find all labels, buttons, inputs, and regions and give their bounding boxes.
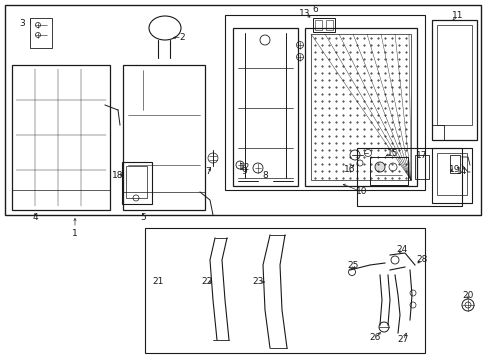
Bar [414,155,428,179]
Text: 10: 10 [356,188,367,197]
Text: 16: 16 [344,166,355,175]
Text: 22: 22 [201,278,212,287]
Bar [5,5,480,215]
Bar [325,20,332,30]
Text: 8: 8 [262,171,267,180]
Text: 1: 1 [72,229,78,238]
Bar [449,155,459,173]
Text: 15: 15 [386,148,398,158]
Bar [30,18,52,48]
Bar [12,65,110,210]
Circle shape [374,162,384,172]
Text: 11: 11 [451,12,463,21]
Text: 26: 26 [368,333,380,342]
Bar [122,162,152,204]
Bar [224,15,424,190]
Text: 27: 27 [397,336,408,345]
Bar [436,153,466,195]
Text: 19: 19 [448,166,460,175]
Bar [436,25,471,125]
Text: 6: 6 [311,5,317,14]
Bar [312,18,334,32]
Bar [310,34,410,180]
Bar [123,65,204,210]
Bar [145,228,424,353]
Bar [431,148,471,203]
Text: 20: 20 [461,291,473,300]
Text: 17: 17 [415,150,427,159]
Text: 21: 21 [152,278,163,287]
Text: 14: 14 [455,167,467,176]
Bar [305,28,416,186]
Text: 9: 9 [241,167,246,176]
Text: 5: 5 [140,213,145,222]
Bar [314,20,321,30]
Text: 18: 18 [112,171,123,180]
Bar [356,148,461,206]
Text: 23: 23 [252,278,263,287]
Bar [431,20,476,140]
Text: 2: 2 [179,32,184,41]
Text: 25: 25 [346,261,358,270]
Text: 12: 12 [239,163,250,172]
Bar [126,166,147,198]
Bar [232,28,297,186]
Text: 28: 28 [415,256,427,265]
Text: 7: 7 [204,167,210,176]
Bar [369,157,407,185]
Text: 3: 3 [19,19,25,28]
Text: 24: 24 [396,246,407,255]
Text: 13: 13 [299,9,310,18]
Text: 4: 4 [32,213,38,222]
